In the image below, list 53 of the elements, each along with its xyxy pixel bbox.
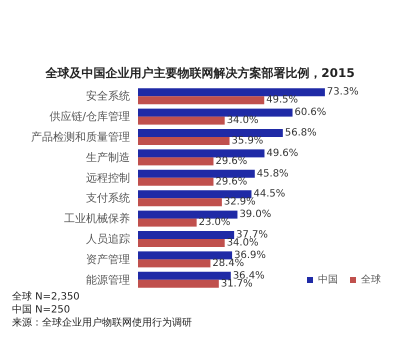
bar xyxy=(138,116,225,125)
y-tick-label: 安全系统 xyxy=(86,90,130,103)
y-tick-label: 资产管理 xyxy=(86,252,130,266)
source-note: 来源：全球企业用户物联网使用行为调研 xyxy=(12,316,192,328)
bar xyxy=(138,149,264,158)
data-label: 49.6% xyxy=(266,148,298,159)
bar xyxy=(138,259,210,268)
data-label: 34.0% xyxy=(226,115,258,126)
bar xyxy=(138,251,232,260)
legend-label: 全球 xyxy=(361,274,381,286)
legend-label: 中国 xyxy=(318,274,338,286)
y-tick-label: 产品检测和质量管理 xyxy=(31,130,130,144)
chart-title: 全球及中国企业用户主要物联网解决方案部署比例，2015 xyxy=(44,66,355,80)
data-label: 28.4% xyxy=(212,258,244,269)
data-label: 60.6% xyxy=(294,107,326,118)
data-label: 56.8% xyxy=(284,128,317,138)
bar xyxy=(138,231,234,239)
data-label: 45.8% xyxy=(256,168,289,180)
bar xyxy=(138,88,325,96)
data-label: 23.0% xyxy=(198,217,230,228)
data-label: 34.0% xyxy=(226,238,258,248)
bar xyxy=(138,239,225,247)
bar xyxy=(138,170,255,178)
y-tick-label: 能源管理 xyxy=(86,273,130,286)
data-label: 31.7% xyxy=(220,278,253,290)
y-tick-label: 人员追踪 xyxy=(86,232,130,246)
bar xyxy=(138,178,214,186)
data-label: 29.6% xyxy=(215,156,248,167)
data-label: 29.6% xyxy=(215,176,248,188)
bar xyxy=(138,218,197,227)
bar xyxy=(138,108,293,117)
data-label: 44.5% xyxy=(253,188,286,200)
text: 中国 N=250 xyxy=(12,304,70,316)
y-tick-label: 远程控制 xyxy=(86,171,130,184)
data-label: 49.5% xyxy=(266,94,298,106)
bar xyxy=(138,280,219,288)
y-tick-label: 支付系统 xyxy=(86,192,130,205)
bar xyxy=(138,190,252,198)
y-tick-label: 生产制造 xyxy=(86,150,130,164)
y-tick-label: 供应链/仓库管理 xyxy=(49,110,130,124)
bar xyxy=(138,210,238,219)
data-label: 32.9% xyxy=(224,196,256,208)
bar xyxy=(138,272,231,280)
data-label: 39.0% xyxy=(239,209,272,220)
data-label: 35.9% xyxy=(232,136,264,146)
bar xyxy=(138,129,283,137)
bar xyxy=(138,157,214,166)
bar xyxy=(138,198,222,206)
y-tick-label: 工业机械保养 xyxy=(64,212,130,226)
text: 全球 N=2,350 xyxy=(12,290,80,302)
bar xyxy=(138,137,230,145)
bar xyxy=(138,96,264,104)
data-label: 73.3% xyxy=(326,86,359,98)
